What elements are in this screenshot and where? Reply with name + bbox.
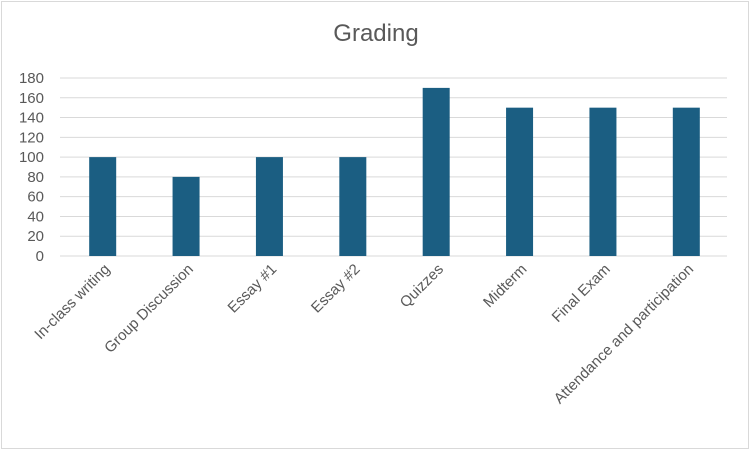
y-tick-label: 140 [19, 110, 44, 127]
bar-1 [172, 176, 200, 256]
y-tick-label: 0 [36, 248, 44, 265]
y-tick-label: 60 [27, 189, 44, 206]
chart-title: Grading [333, 20, 419, 47]
y-tick-label: 180 [19, 70, 44, 87]
x-tick-label: In-class writing [31, 261, 113, 343]
x-tick-label: Attendance and participation [551, 261, 697, 407]
y-tick-label: 100 [19, 149, 44, 166]
bar-6 [589, 107, 617, 257]
x-tick-label: Midterm [480, 261, 530, 311]
y-tick-label: 160 [19, 90, 44, 107]
bar-0 [89, 157, 117, 256]
y-tick-label: 40 [27, 208, 44, 225]
y-tick-label: 80 [27, 169, 44, 186]
x-tick-label: Quizzes [397, 261, 447, 311]
bar-5 [506, 107, 534, 257]
bar-4 [422, 87, 450, 256]
y-tick-label: 120 [19, 129, 44, 146]
x-tick-label: Final Exam [549, 261, 614, 326]
bar-7 [672, 107, 700, 257]
y-tick-label: 20 [27, 228, 44, 245]
bar-2 [255, 157, 283, 256]
x-tick-label: Essay #1 [225, 261, 281, 317]
x-tick-label: Group Discussion [101, 261, 197, 357]
x-tick-label: Essay #2 [308, 261, 364, 317]
bar-3 [339, 157, 367, 256]
